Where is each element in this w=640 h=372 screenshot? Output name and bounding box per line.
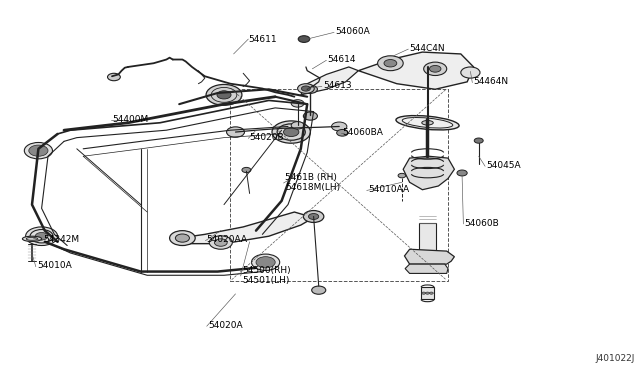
Text: 54613: 54613	[323, 81, 352, 90]
Ellipse shape	[422, 121, 433, 125]
Circle shape	[308, 214, 319, 219]
Circle shape	[217, 91, 231, 99]
Text: 54020B: 54020B	[250, 133, 284, 142]
Circle shape	[209, 236, 232, 249]
Bar	[230, 89, 448, 281]
Text: 5461B (RH)
54618M(LH): 5461B (RH) 54618M(LH)	[285, 173, 340, 192]
Circle shape	[303, 112, 317, 120]
Polygon shape	[179, 212, 314, 244]
Circle shape	[277, 124, 305, 140]
Circle shape	[429, 65, 441, 72]
Circle shape	[337, 129, 348, 136]
Text: 544C4N: 544C4N	[410, 44, 445, 53]
Circle shape	[384, 60, 397, 67]
Circle shape	[429, 292, 433, 294]
Polygon shape	[419, 223, 436, 264]
Circle shape	[426, 292, 429, 294]
Circle shape	[26, 227, 58, 246]
Circle shape	[170, 231, 195, 246]
Circle shape	[30, 230, 53, 243]
Polygon shape	[358, 52, 474, 89]
Polygon shape	[421, 287, 434, 299]
Circle shape	[24, 142, 52, 159]
Text: 54045A: 54045A	[486, 161, 521, 170]
Circle shape	[175, 234, 189, 242]
Circle shape	[242, 167, 251, 173]
Text: 54060A: 54060A	[335, 27, 370, 36]
Circle shape	[108, 73, 120, 81]
Ellipse shape	[403, 118, 452, 128]
Text: 54342M: 54342M	[44, 235, 79, 244]
Circle shape	[424, 62, 447, 76]
Circle shape	[227, 127, 244, 137]
Circle shape	[298, 84, 314, 93]
Polygon shape	[301, 67, 358, 95]
Text: 54020A: 54020A	[208, 321, 243, 330]
Circle shape	[214, 239, 227, 246]
Circle shape	[312, 286, 326, 294]
Circle shape	[291, 100, 304, 107]
Circle shape	[378, 56, 403, 71]
Ellipse shape	[396, 116, 459, 130]
Circle shape	[291, 122, 304, 129]
Circle shape	[284, 128, 299, 137]
Circle shape	[422, 292, 426, 294]
Text: 54500(RH)
54501(LH): 54500(RH) 54501(LH)	[242, 266, 291, 285]
Circle shape	[298, 36, 310, 42]
Circle shape	[206, 84, 242, 105]
Text: 54060BA: 54060BA	[342, 128, 383, 137]
Circle shape	[301, 86, 310, 91]
Polygon shape	[404, 249, 454, 264]
Ellipse shape	[26, 237, 38, 240]
Circle shape	[303, 211, 324, 222]
Text: 54400M: 54400M	[112, 115, 148, 124]
Circle shape	[29, 145, 48, 156]
Text: 54611: 54611	[248, 35, 277, 44]
Circle shape	[272, 121, 310, 143]
Text: 54010A: 54010A	[37, 262, 72, 270]
Circle shape	[457, 170, 467, 176]
Circle shape	[256, 257, 275, 268]
Circle shape	[398, 173, 406, 178]
Text: 54614: 54614	[328, 55, 356, 64]
Text: J401022J: J401022J	[595, 354, 635, 363]
Circle shape	[474, 138, 483, 143]
Circle shape	[211, 87, 237, 102]
Circle shape	[252, 254, 280, 270]
Text: 54464N: 54464N	[474, 77, 509, 86]
Circle shape	[332, 122, 347, 131]
Circle shape	[35, 232, 48, 240]
Text: 54020AA: 54020AA	[207, 235, 248, 244]
Circle shape	[461, 67, 480, 78]
Text: 54010AA: 54010AA	[368, 185, 409, 194]
Circle shape	[303, 85, 317, 93]
Text: 54060B: 54060B	[465, 219, 499, 228]
Polygon shape	[403, 156, 454, 190]
Ellipse shape	[22, 236, 42, 241]
Polygon shape	[405, 264, 448, 273]
